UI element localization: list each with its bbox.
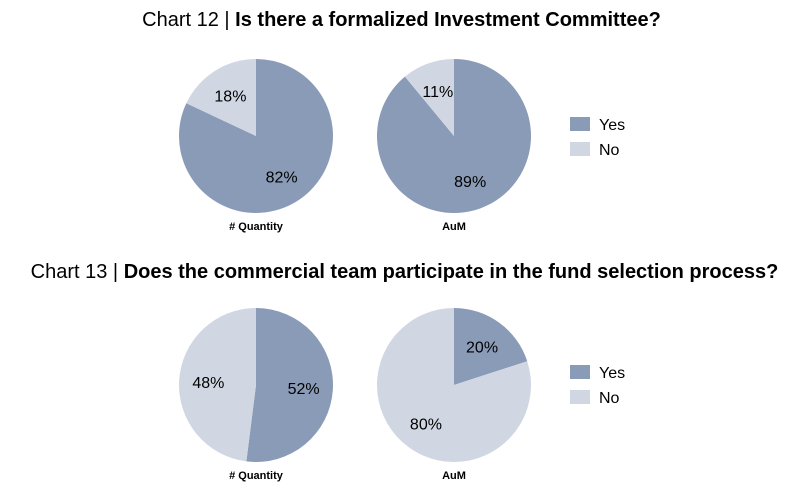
chart-12-legend-swatch-yes bbox=[570, 117, 590, 131]
chart-12-pie-2-label-no: 11% bbox=[422, 84, 453, 101]
chart-12-title-text: Is there a formalized Investment Committ… bbox=[235, 9, 661, 31]
chart-12-title-prefix: Chart 12 | bbox=[142, 9, 236, 31]
chart-12-pie-2-caption: AuM bbox=[442, 221, 466, 233]
chart-13-pie-2-caption: AuM bbox=[442, 470, 466, 482]
chart-12-pie-1-caption: # Quantity bbox=[229, 221, 284, 233]
chart-12-legend-label-yes: Yes bbox=[599, 117, 625, 134]
chart-13-pie-2-label-yes: 20% bbox=[466, 339, 498, 356]
chart-13-title: Chart 13 | Does the commercial team part… bbox=[3, 261, 803, 284]
chart-13-legend-label-no: No bbox=[599, 390, 620, 407]
chart-13-title-text: Does the commercial team participate in … bbox=[123, 261, 779, 283]
chart-12-legend-swatch-no bbox=[570, 142, 590, 156]
chart-13-title-prefix: Chart 13 | bbox=[30, 261, 124, 283]
chart-13-pie-1-slice-yes bbox=[246, 308, 334, 462]
chart-13-pie-1-caption: # Quantity bbox=[229, 470, 284, 482]
chart-13-pie-2-label-no: 80% bbox=[410, 417, 442, 434]
chart-13-pie-1-slice-no bbox=[179, 308, 256, 462]
chart-12-title: Chart 12 | Is there a formalized Investm… bbox=[0, 9, 803, 32]
chart-12-legend-label-no: No bbox=[599, 142, 620, 159]
chart-12-pie-2-label-yes: 89% bbox=[454, 174, 486, 191]
chart-13-legend-label-yes: Yes bbox=[599, 365, 625, 382]
chart-12-pie-1-slice-no bbox=[186, 59, 256, 136]
chart-13-legend-swatch-no bbox=[570, 390, 590, 404]
chart-13-pie-2-slice-no bbox=[376, 308, 531, 462]
chart-13-pie-1-label-yes: 52% bbox=[288, 381, 320, 398]
chart-12-pie-1-label-yes: 82% bbox=[266, 169, 298, 186]
chart-12-pie-2-slice-no bbox=[404, 59, 454, 136]
chart-12-pie-1-label-no: 18% bbox=[214, 89, 246, 106]
chart-13-legend-swatch-yes bbox=[570, 365, 590, 379]
chart-13-pie-2-slice-yes bbox=[454, 308, 528, 385]
chart-13-pie-1-label-no: 48% bbox=[192, 375, 224, 392]
